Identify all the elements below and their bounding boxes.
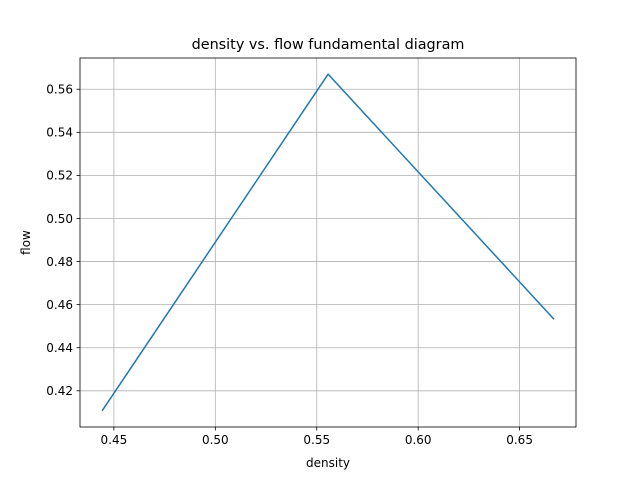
x-tick-label: 0.50: [202, 433, 229, 447]
x-axis-ticks: 0.45 0.50 0.55 0.60 0.65: [101, 427, 533, 447]
x-tick-label: 0.60: [405, 433, 432, 447]
x-tick-label: 0.45: [101, 433, 128, 447]
x-axis-label: density: [306, 456, 350, 470]
y-tick-label: 0.48: [46, 255, 73, 269]
y-tick-label: 0.46: [46, 298, 73, 312]
grid-lines: [80, 58, 576, 427]
chart-title: density vs. flow fundamental diagram: [192, 37, 465, 53]
y-axis-ticks: 0.42 0.44 0.46 0.48 0.50 0.52 0.54 0.56: [46, 83, 80, 398]
y-tick-label: 0.42: [46, 384, 73, 398]
y-axis-label: flow: [19, 230, 33, 255]
x-tick-label: 0.65: [506, 433, 533, 447]
y-tick-label: 0.50: [46, 212, 73, 226]
y-tick-label: 0.52: [46, 169, 73, 183]
plot-frame: [79, 57, 577, 428]
series-layer: [101, 73, 555, 412]
y-tick-label: 0.56: [46, 83, 73, 97]
y-tick-label: 0.44: [46, 341, 73, 355]
y-tick-label: 0.54: [46, 126, 73, 140]
x-tick-label: 0.55: [303, 433, 330, 447]
series-line: [101, 73, 555, 412]
